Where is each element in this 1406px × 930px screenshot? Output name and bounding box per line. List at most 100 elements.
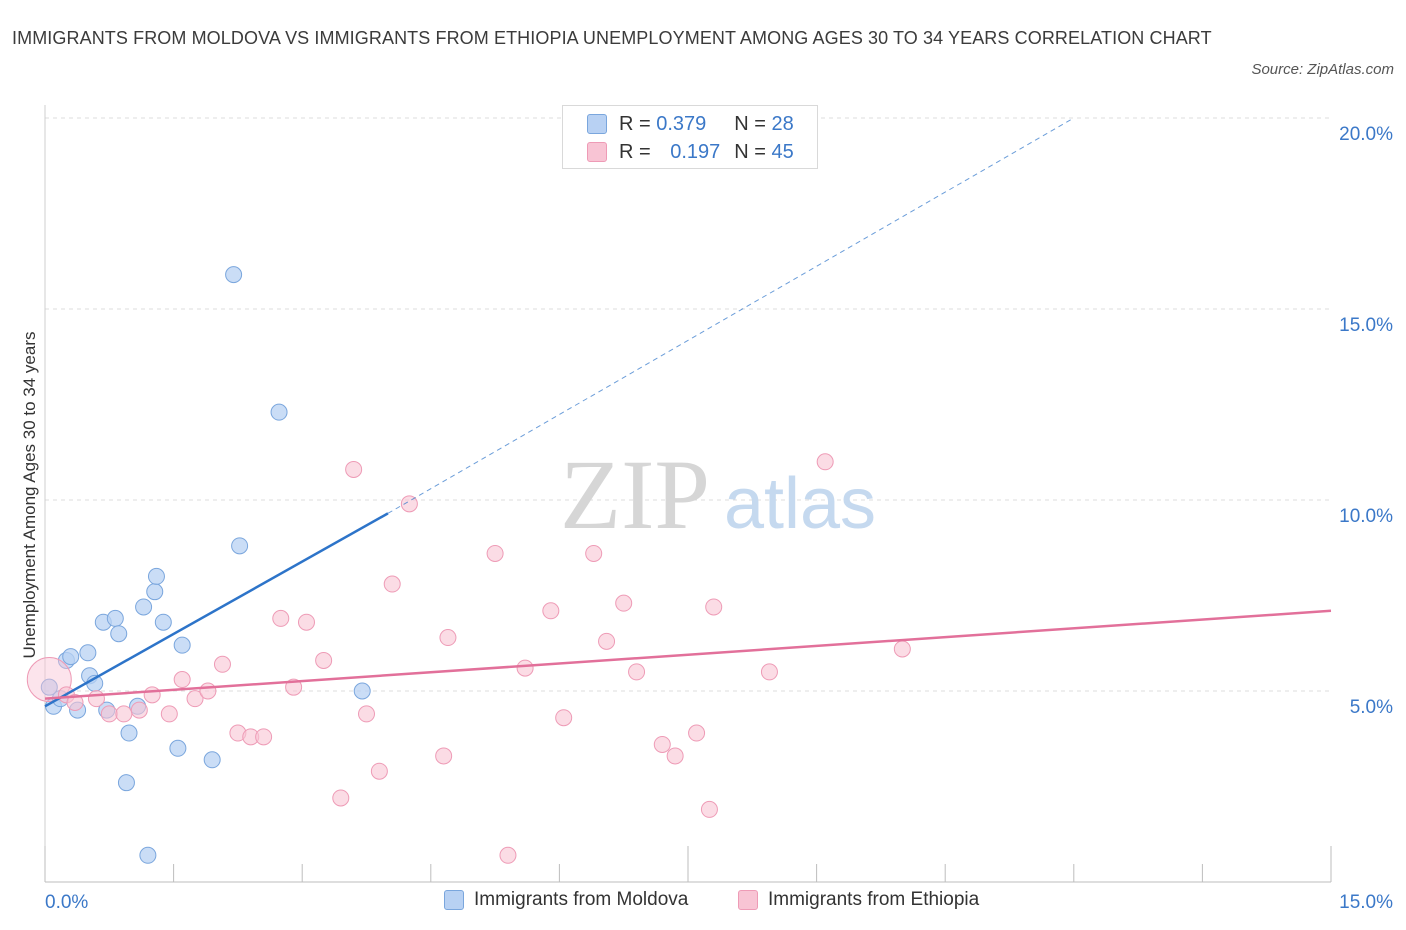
moldova-point [169, 739, 187, 757]
ethiopia-point [383, 575, 401, 593]
series-legend: Immigrants from Moldova Immigrants from … [0, 889, 1406, 915]
ethiopia-point [653, 735, 671, 753]
ethiopia-point [272, 609, 290, 627]
source-label: Source: ZipAtlas.com [1251, 61, 1394, 78]
ethiopia-point [628, 663, 646, 681]
ethiopia-point [486, 544, 504, 562]
moldova-point [147, 567, 165, 585]
moldova-point [40, 678, 58, 696]
moldova-point [79, 644, 97, 662]
ethiopia-point [130, 701, 148, 719]
moldova-swatch [587, 114, 607, 134]
ethiopia-point [666, 747, 684, 765]
moldova-point [203, 751, 221, 769]
moldova-point [117, 774, 135, 792]
legend-r-label: R = [619, 140, 651, 163]
ethiopia-legend-swatch [738, 890, 758, 910]
ethiopia-point [87, 690, 105, 708]
moldova-point [139, 846, 157, 864]
series-legend-moldova[interactable]: Immigrants from Moldova [444, 889, 688, 911]
moldova-point [154, 613, 172, 631]
ethiopia-point [516, 659, 534, 677]
moldova-trend-line [44, 512, 389, 708]
ethiopia-point [598, 632, 616, 650]
ethiopia-point [688, 724, 706, 742]
moldova-r-value: 0.379 [656, 112, 707, 135]
ethiopia-point [760, 663, 778, 681]
ethiopia-point [555, 709, 573, 727]
moldova-legend-label: Immigrants from Moldova [474, 889, 689, 910]
moldova-point [225, 266, 243, 284]
ethiopia-trend-line [44, 609, 1332, 700]
moldova-point [110, 625, 128, 643]
ethiopia-r-value: 0.197 [670, 140, 721, 163]
y-tick-label: 15.0% [1339, 315, 1393, 336]
watermark-atlas: atlas [724, 464, 876, 544]
ethiopia-point [199, 682, 217, 700]
moldova-point [106, 609, 124, 627]
y-tick-label: 20.0% [1339, 124, 1393, 145]
ethiopia-point [332, 789, 350, 807]
ethiopia-point [435, 747, 453, 765]
ethiopia-point [400, 495, 418, 513]
ethiopia-point [542, 602, 560, 620]
x-tick-label: 15.0% [1339, 892, 1393, 913]
moldova-n-value: 28 [771, 112, 794, 135]
legend-n-label: N = [734, 140, 766, 163]
moldova-legend-swatch [444, 890, 464, 910]
ethiopia-n-value: 45 [771, 140, 794, 163]
tick-labels: 5.0% 10.0% 15.0% 20.0% 0.0% 15.0% [45, 124, 1393, 913]
ethiopia-point [173, 671, 191, 689]
watermark: ZIP atlas [560, 439, 876, 550]
moldova-point [231, 537, 249, 555]
moldova-point [146, 583, 164, 601]
ethiopia-point [160, 705, 178, 723]
x-tick-label: 0.0% [45, 892, 88, 913]
ethiopia-point [615, 594, 633, 612]
watermark-zip: ZIP [560, 439, 710, 550]
trend-lines [44, 117, 1332, 708]
correlation-legend: R = 0.379 N = 28 R = 0.197 N = 45 [562, 105, 818, 169]
grid-lines [45, 117, 1331, 692]
ethiopia-point [893, 640, 911, 658]
legend-r-label: R = [619, 112, 651, 135]
ethiopia-point [186, 690, 204, 708]
ethiopia-point [700, 800, 718, 818]
ethiopia-point [370, 762, 388, 780]
y-tick-label: 5.0% [1350, 697, 1393, 718]
chart-title: IMMIGRANTS FROM MOLDOVA VS IMMIGRANTS FR… [12, 28, 1212, 48]
moldova-point [62, 648, 80, 666]
ethiopia-point [499, 846, 517, 864]
ethiopia-point [66, 693, 84, 711]
moldova-point [353, 682, 371, 700]
legend-row-ethiopia: R = 0.197 N = 45 [587, 140, 794, 164]
ethiopia-legend-label: Immigrants from Ethiopia [768, 889, 980, 910]
ethiopia-point [143, 686, 161, 704]
ethiopia-point [439, 629, 457, 647]
ethiopia-point [585, 544, 603, 562]
ethiopia-point [115, 705, 133, 723]
ethiopia-point [358, 705, 375, 723]
axes [44, 105, 1332, 883]
ethiopia-point [297, 613, 315, 631]
series-legend-ethiopia[interactable]: Immigrants from Ethiopia [738, 889, 979, 911]
ethiopia-point [315, 651, 333, 669]
legend-n-label: N = [734, 112, 766, 135]
ethiopia-point [255, 728, 273, 746]
moldova-point [173, 636, 191, 654]
moldova-trend-extension [387, 117, 1075, 514]
y-tick-label: 10.0% [1339, 506, 1393, 527]
ethiopia-point [213, 655, 231, 673]
moldova-point [270, 403, 288, 421]
legend-row-moldova: R = 0.379 N = 28 [587, 112, 794, 136]
ethiopia-point [345, 460, 363, 478]
ethiopia-point [816, 453, 834, 471]
ethiopia-point [285, 678, 303, 696]
ethiopia-point [100, 705, 118, 723]
moldova-point [120, 724, 138, 742]
ethiopia-point [705, 598, 723, 616]
ethiopia-swatch [587, 142, 607, 162]
moldova-points [40, 266, 371, 864]
moldova-point [135, 598, 153, 616]
